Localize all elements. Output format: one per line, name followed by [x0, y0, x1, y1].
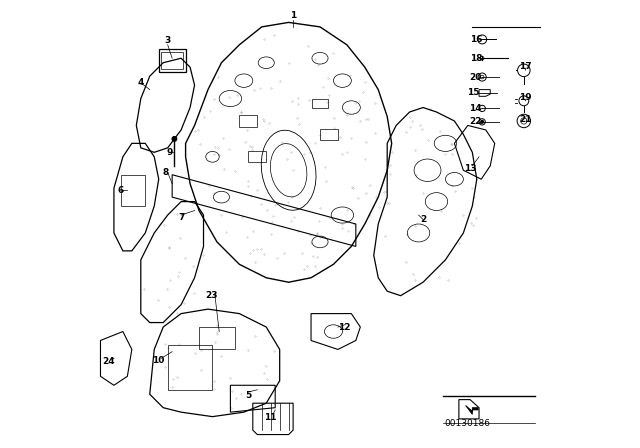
- Text: 10: 10: [152, 356, 164, 365]
- Text: 24: 24: [102, 357, 115, 366]
- Circle shape: [172, 137, 177, 141]
- Bar: [121, 175, 145, 206]
- Circle shape: [481, 121, 484, 123]
- Text: 2: 2: [420, 215, 426, 224]
- Text: 4: 4: [138, 78, 144, 87]
- Text: 15: 15: [467, 88, 479, 97]
- Text: 11: 11: [264, 413, 277, 422]
- Text: 00130186: 00130186: [445, 419, 491, 428]
- Text: 19: 19: [519, 93, 531, 102]
- Polygon shape: [466, 405, 478, 414]
- Bar: [161, 52, 184, 69]
- Text: 9: 9: [166, 148, 173, 157]
- Text: 22: 22: [470, 117, 482, 126]
- Bar: [320, 129, 338, 140]
- Text: 17: 17: [519, 62, 531, 71]
- Bar: [199, 327, 235, 349]
- Text: 18: 18: [470, 54, 482, 63]
- Bar: [312, 99, 328, 108]
- Text: 13: 13: [464, 164, 476, 172]
- Text: 5: 5: [245, 391, 252, 400]
- Text: 20: 20: [470, 73, 482, 82]
- Bar: [239, 116, 257, 127]
- Text: 6: 6: [117, 186, 124, 195]
- Bar: [168, 345, 212, 390]
- Text: 3: 3: [164, 36, 171, 45]
- Text: 12: 12: [339, 323, 351, 332]
- Text: 21: 21: [519, 115, 531, 124]
- Text: 16: 16: [470, 35, 482, 44]
- Text: 7: 7: [178, 213, 184, 222]
- Text: 8: 8: [163, 168, 168, 177]
- Text: 1: 1: [290, 11, 296, 20]
- Text: 14: 14: [469, 104, 482, 113]
- Bar: [248, 151, 266, 162]
- Text: 23: 23: [205, 291, 218, 300]
